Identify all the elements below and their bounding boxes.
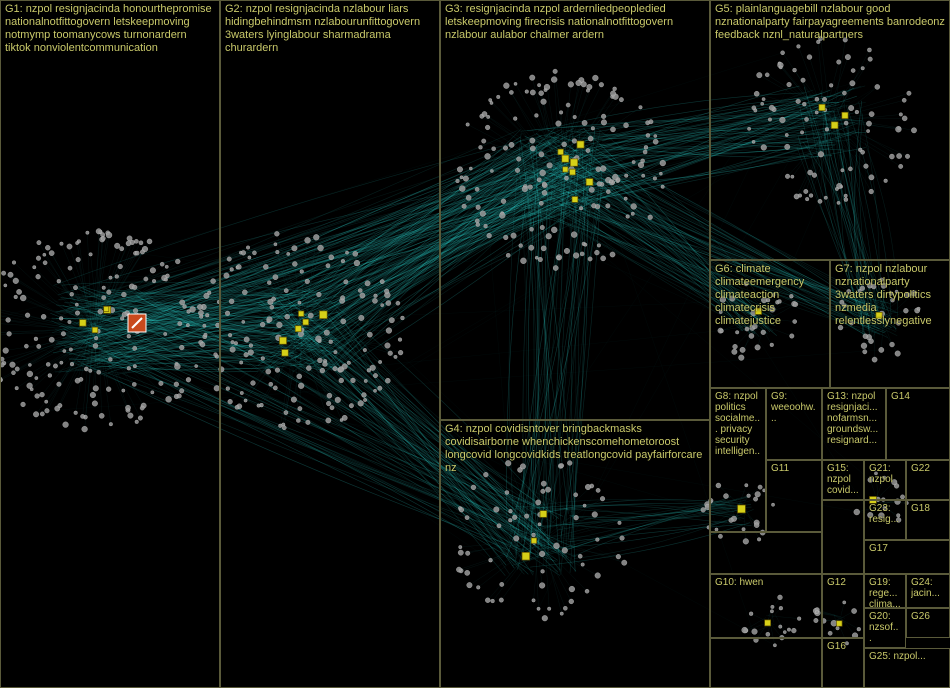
network-graph-stage: { "canvas": { "width": 950, "height": 68…: [0, 0, 950, 688]
network-svg: [0, 0, 950, 688]
